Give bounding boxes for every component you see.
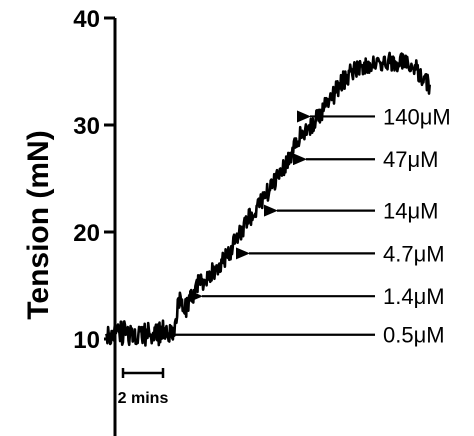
y-axis-title: Tension (mN) [22, 130, 55, 319]
y-axis: 10 20 30 40 [73, 6, 117, 436]
scale-bar-label: 2 mins [118, 390, 169, 407]
annotation-label: 140μM [383, 104, 451, 129]
y-tick-label: 30 [73, 113, 100, 140]
concentration-annotations: 0.5μM 1.4μM 4.7μM 14μM 47μM 140μM [160, 104, 451, 348]
y-tick-label: 20 [73, 220, 100, 247]
trace-line [104, 51, 431, 347]
y-tick-label: 10 [73, 327, 100, 354]
y-tick-label: 40 [73, 6, 100, 33]
annotation-label: 0.5μM [383, 323, 445, 348]
annotation-label: 4.7μM [383, 241, 445, 266]
tension-trace [104, 51, 431, 347]
annotation-label: 14μM [383, 199, 438, 224]
annotation-label: 1.4μM [383, 284, 445, 309]
annotation-label: 47μM [383, 147, 438, 172]
time-scale-bar: 2 mins [118, 368, 169, 407]
